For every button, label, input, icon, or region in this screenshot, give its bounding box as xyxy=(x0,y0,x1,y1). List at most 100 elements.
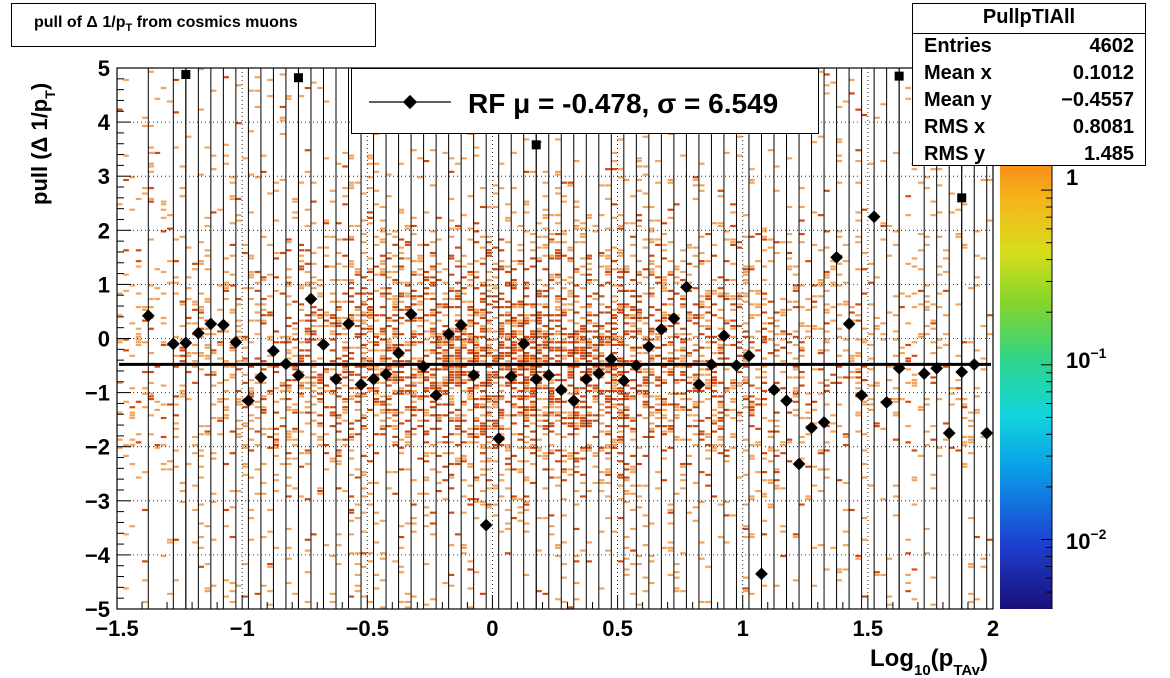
hist-cell xyxy=(267,563,273,566)
hist-cell xyxy=(398,376,405,379)
hist-cell xyxy=(423,276,430,279)
hist-cell xyxy=(905,343,912,347)
hist-cell xyxy=(411,260,417,263)
hist-cell xyxy=(285,398,292,401)
hist-cell xyxy=(692,433,699,436)
hist-cell xyxy=(179,235,186,238)
hist-cell xyxy=(555,254,561,257)
hist-cell xyxy=(417,316,423,320)
hist-cell xyxy=(317,284,323,287)
hist-cell xyxy=(842,338,849,341)
hist-cell xyxy=(892,400,899,403)
hist-cell xyxy=(673,590,680,593)
hist-cell xyxy=(830,373,836,376)
hist-cell xyxy=(548,533,555,536)
hist-cell xyxy=(555,138,561,141)
hist-cell xyxy=(423,563,430,566)
hist-cell xyxy=(454,319,461,322)
hist-cell xyxy=(586,370,592,374)
hist-cell xyxy=(523,387,530,390)
hist-cell xyxy=(617,306,624,309)
hist-cell xyxy=(942,257,949,260)
hist-cell xyxy=(536,333,542,336)
hist-cell xyxy=(160,203,167,206)
hist-cell xyxy=(767,352,774,355)
hist-cell xyxy=(748,400,755,403)
hist-cell xyxy=(673,349,680,352)
hist-cell xyxy=(386,287,392,290)
hist-cell xyxy=(429,327,436,330)
hist-cell xyxy=(517,314,524,317)
hist-cell xyxy=(648,262,655,265)
hist-cell xyxy=(367,187,373,190)
hist-cell xyxy=(849,311,855,314)
hist-cell xyxy=(580,327,586,330)
hist-cell xyxy=(824,468,830,471)
hist-cell xyxy=(192,352,198,355)
hist-cell xyxy=(504,449,511,452)
hist-cell xyxy=(529,462,536,466)
hist-cell xyxy=(367,349,373,352)
hist-cell xyxy=(717,357,724,360)
hist-cell xyxy=(298,395,305,398)
hist-cell xyxy=(479,592,486,595)
hist-cell xyxy=(348,433,355,436)
hist-cell xyxy=(448,357,455,360)
hist-cell xyxy=(723,278,730,282)
hist-cell xyxy=(867,484,874,487)
hist-cell xyxy=(486,379,492,382)
hist-cell xyxy=(680,473,686,476)
hist-cell xyxy=(442,352,448,355)
hist-cell xyxy=(642,406,649,409)
hist-cell xyxy=(573,422,580,425)
hist-cell xyxy=(573,365,580,368)
hist-cell xyxy=(980,435,987,439)
hist-cell xyxy=(361,343,367,347)
hist-cell xyxy=(317,392,323,395)
hist-cell xyxy=(248,449,255,452)
hist-cell xyxy=(254,176,261,179)
hist-cell xyxy=(680,462,686,466)
hist-cell xyxy=(605,184,611,187)
hist-cell xyxy=(436,441,442,444)
hist-cell xyxy=(411,406,417,409)
hist-cell xyxy=(260,297,267,301)
hist-cell xyxy=(242,444,248,447)
hist-cell xyxy=(717,222,724,225)
hist-cell xyxy=(417,254,423,257)
hist-cell xyxy=(761,278,768,282)
hist-cell xyxy=(673,357,680,360)
hist-cell xyxy=(736,295,743,298)
hist-cell xyxy=(173,276,179,279)
hist-cell xyxy=(561,498,567,501)
hist-cell xyxy=(198,292,204,295)
hist-cell xyxy=(692,481,699,485)
hist-cell xyxy=(504,216,511,219)
hist-cell xyxy=(210,333,217,336)
hist-cell xyxy=(824,84,830,87)
hist-cell xyxy=(742,527,749,531)
hist-cell xyxy=(630,308,636,311)
hist-cell xyxy=(936,265,943,268)
hist-cell xyxy=(555,241,561,244)
hist-cell xyxy=(260,584,267,587)
hist-cell xyxy=(899,352,905,355)
hist-cell xyxy=(292,354,298,357)
hist-cell xyxy=(617,425,624,428)
hist-cell xyxy=(580,330,586,333)
hist-cell xyxy=(523,287,530,290)
hist-cell xyxy=(523,170,530,173)
hist-cell xyxy=(361,360,367,363)
hist-cell xyxy=(279,335,286,338)
hist-cell xyxy=(486,338,492,341)
hist-cell xyxy=(354,292,361,295)
hist-cell xyxy=(373,273,380,276)
hist-cell xyxy=(304,381,311,384)
hist-cell xyxy=(924,444,930,447)
hist-cell xyxy=(573,346,580,349)
hist-cell xyxy=(617,343,624,347)
hist-cell xyxy=(542,517,549,520)
hist-cell xyxy=(667,289,674,292)
hist-cell xyxy=(861,327,868,330)
hist-cell xyxy=(398,370,405,374)
